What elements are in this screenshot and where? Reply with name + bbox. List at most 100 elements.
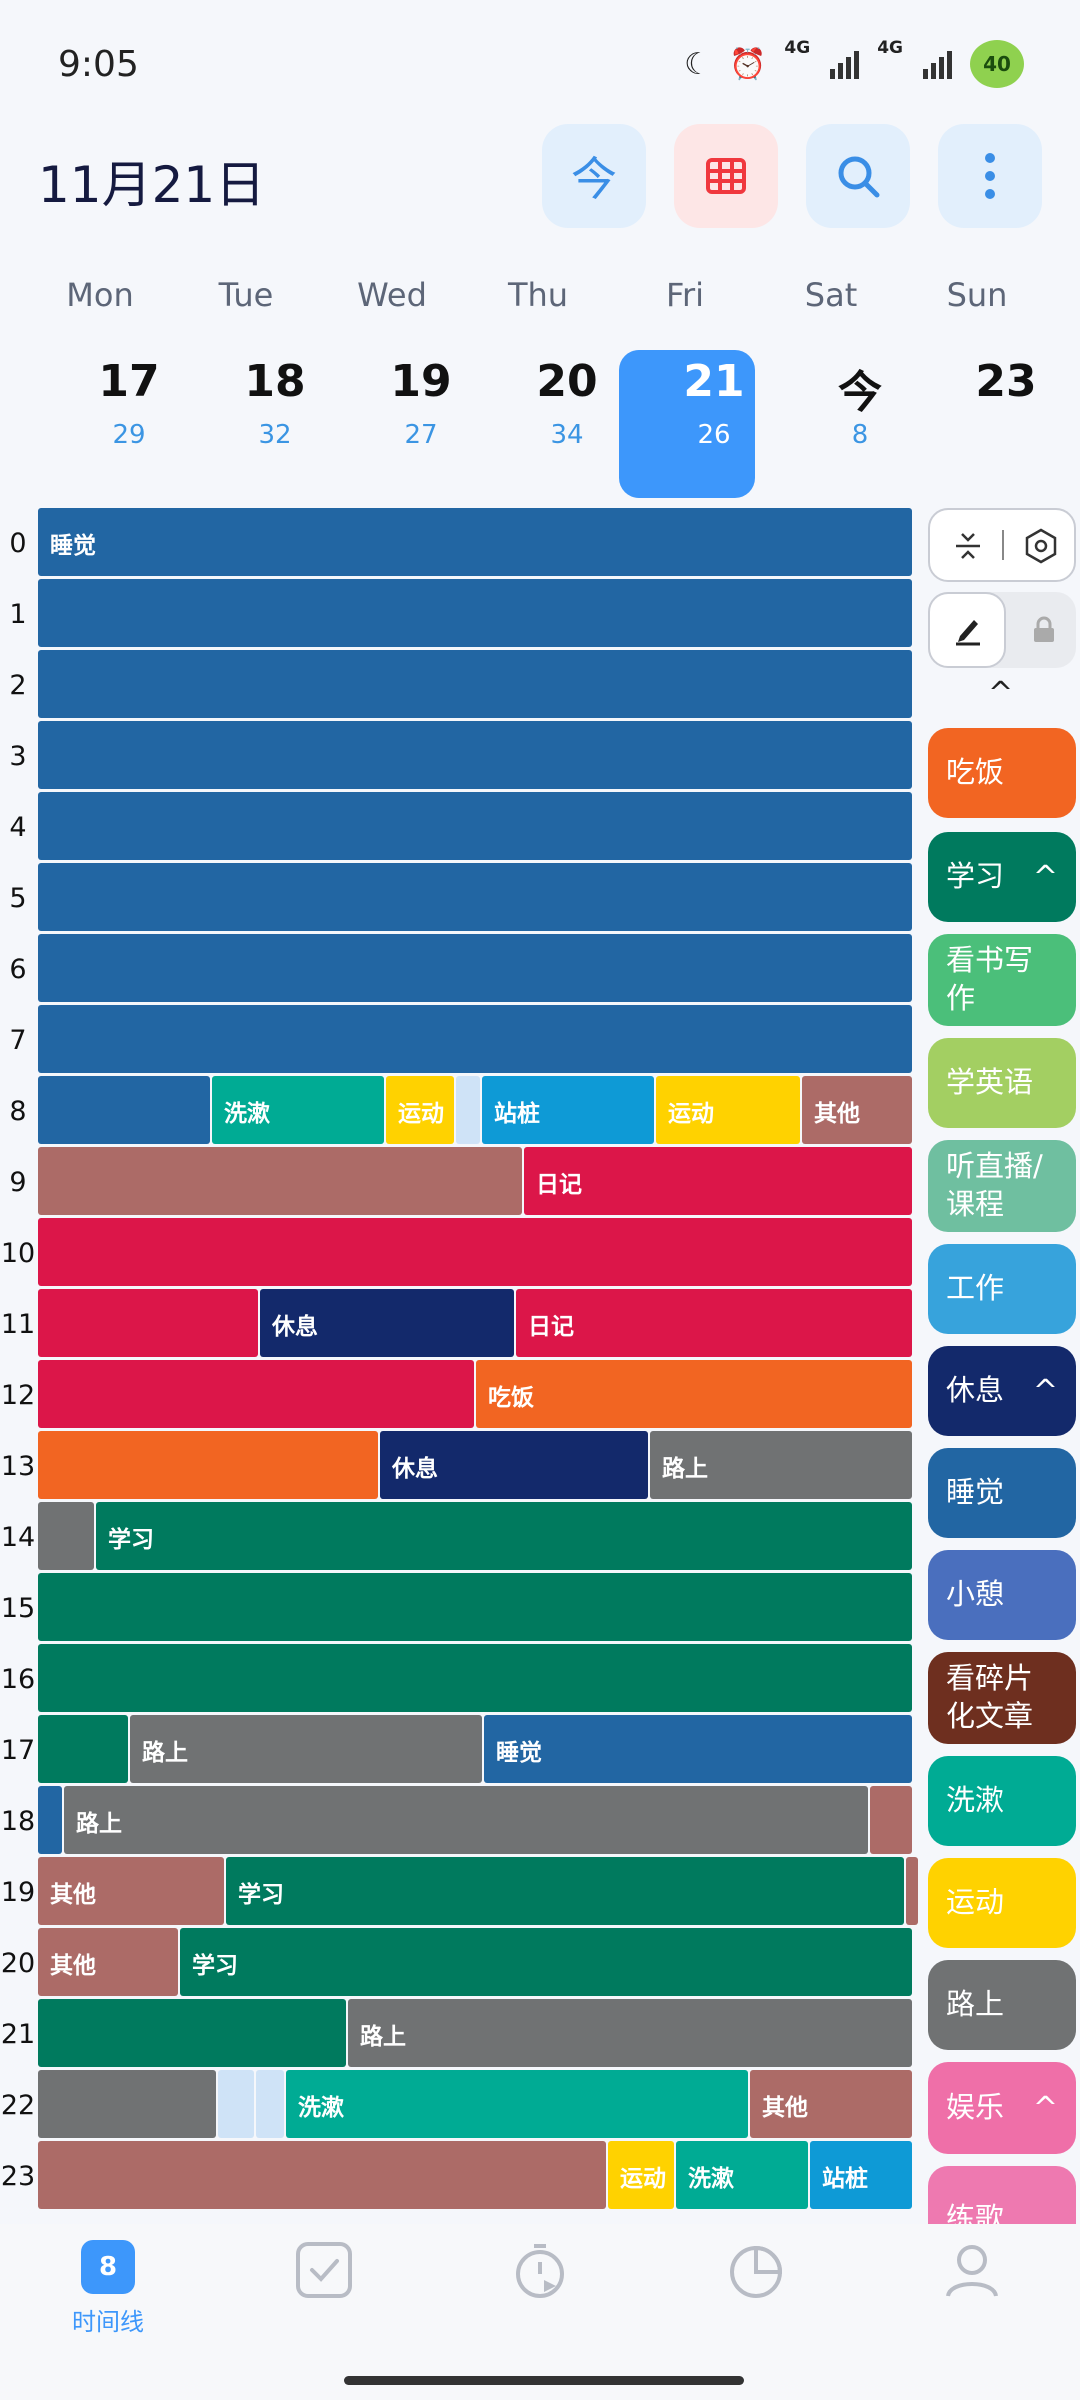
block-study[interactable] — [38, 1644, 912, 1712]
category-sport[interactable]: 运动 — [928, 1858, 1076, 1948]
block-wash[interactable]: 洗漱 — [286, 2070, 748, 2138]
block-other[interactable] — [870, 1786, 912, 1854]
day-19[interactable]: 19 — [390, 356, 452, 407]
nav-timeline[interactable]: 8 时间线 — [48, 2240, 168, 2337]
block-sport[interactable]: 运动 — [656, 1076, 800, 1144]
edit-mode-button[interactable] — [928, 592, 1006, 668]
block-sport[interactable]: 运动 — [386, 1076, 454, 1144]
day-today[interactable]: 今 — [838, 367, 882, 418]
block-road[interactable]: 路上 — [130, 1715, 482, 1783]
category-singing[interactable]: 练歌 — [928, 2166, 1076, 2224]
selected-day-highlight[interactable] — [619, 350, 755, 498]
more-menu-button[interactable] — [938, 124, 1042, 228]
block-study[interactable]: 学习 — [180, 1928, 912, 1996]
block-sleep[interactable] — [38, 934, 912, 1002]
block-sleep[interactable]: 睡觉 — [484, 1715, 912, 1783]
day-18[interactable]: 18 — [244, 356, 306, 407]
category-fragment-reading[interactable]: 看碎片化文章 — [928, 1652, 1076, 1744]
nav-statistics[interactable] — [696, 2240, 816, 2300]
category-english[interactable]: 学英语 — [928, 1038, 1076, 1128]
category-rest[interactable]: 休息 ^ — [928, 1346, 1076, 1436]
block-diary[interactable] — [38, 1289, 258, 1357]
category-road[interactable]: 路上 — [928, 1960, 1076, 2050]
day-20[interactable]: 20 — [536, 356, 598, 407]
block-sport[interactable]: 运动 — [608, 2141, 674, 2209]
block-eat[interactable] — [38, 1431, 378, 1499]
block-study[interactable]: 学习 — [96, 1502, 912, 1570]
block-diary[interactable]: 日记 — [516, 1289, 912, 1357]
block-study[interactable]: 学习 — [226, 1857, 904, 1925]
block-other[interactable]: 其他 — [38, 1857, 224, 1925]
block-diary[interactable] — [38, 1218, 912, 1286]
grid-view-button[interactable] — [674, 124, 778, 228]
home-indicator[interactable] — [344, 2376, 744, 2385]
block-road[interactable]: 路上 — [64, 1786, 868, 1854]
block-gap[interactable] — [256, 2070, 284, 2138]
block-wash[interactable]: 洗漱 — [676, 2141, 808, 2209]
day-17[interactable]: 17 — [98, 356, 160, 407]
category-entertainment[interactable]: 娱乐 ^ — [928, 2062, 1076, 2154]
block-road[interactable]: 路上 — [650, 1431, 912, 1499]
block-stand[interactable]: 站桩 — [810, 2141, 912, 2209]
block-gap[interactable] — [218, 2070, 254, 2138]
block-road[interactable]: 路上 — [348, 1999, 912, 2067]
weekday-mon: Mon — [66, 276, 134, 314]
category-live-course[interactable]: 听直播/课程 — [928, 1140, 1076, 1232]
block-diary[interactable]: 日记 — [524, 1147, 912, 1215]
block-rest[interactable]: 休息 — [380, 1431, 648, 1499]
calendar-icon: 8 — [81, 2240, 135, 2294]
block-sleep[interactable] — [38, 792, 912, 860]
search-button[interactable] — [806, 124, 910, 228]
page-title-date[interactable]: 11月21日 — [38, 156, 266, 214]
nav-profile[interactable] — [912, 2240, 1032, 2300]
chevron-up-icon[interactable]: ^ — [1032, 1373, 1058, 1409]
today-button[interactable]: 今 — [542, 124, 646, 228]
block-diary[interactable] — [38, 1360, 474, 1428]
chevron-up-icon[interactable]: ^ — [1032, 859, 1058, 895]
day-23[interactable]: 23 — [975, 356, 1037, 407]
block-sleep[interactable] — [38, 1786, 62, 1854]
category-work[interactable]: 工作 — [928, 1244, 1076, 1334]
block-other[interactable] — [38, 2141, 606, 2209]
collapse-up-icon[interactable]: ^ — [988, 676, 1014, 711]
block-sleep[interactable] — [38, 1076, 210, 1144]
block-sleep[interactable] — [38, 579, 912, 647]
category-nap[interactable]: 小憩 — [928, 1550, 1076, 1640]
nav-timer[interactable] — [480, 2240, 600, 2300]
hour-label: 11 — [0, 1309, 36, 1340]
block-study[interactable] — [38, 1715, 128, 1783]
block-study[interactable] — [38, 1999, 346, 2067]
block-other[interactable] — [906, 1857, 918, 1925]
block-other[interactable]: 其他 — [750, 2070, 912, 2138]
block-sleep[interactable] — [38, 650, 912, 718]
block-other[interactable] — [38, 1147, 522, 1215]
block-sleep[interactable] — [38, 721, 912, 789]
nav-tasks[interactable] — [264, 2240, 384, 2300]
block-road[interactable] — [38, 1502, 94, 1570]
block-study[interactable] — [38, 1573, 912, 1641]
settings-hex-icon[interactable] — [1024, 528, 1058, 564]
edit-lock-toggle[interactable] — [928, 592, 1076, 668]
chevron-up-icon[interactable]: ^ — [1032, 2090, 1058, 2126]
block-wash[interactable]: 洗漱 — [212, 1076, 384, 1144]
block-eat[interactable]: 吃饭 — [476, 1360, 912, 1428]
block-sleep[interactable] — [38, 863, 912, 931]
category-label: 看书写作 — [946, 943, 1034, 1015]
compress-icon[interactable] — [952, 530, 984, 562]
category-reading-writing[interactable]: 看书写作 — [928, 934, 1076, 1026]
block-rest[interactable]: 休息 — [260, 1289, 514, 1357]
block-sleep[interactable]: 睡觉 — [38, 508, 912, 576]
day-21-selected[interactable]: 21 — [683, 356, 745, 407]
block-other[interactable]: 其他 — [802, 1076, 912, 1144]
category-eat[interactable]: 吃饭 — [928, 728, 1076, 818]
block-sleep[interactable] — [38, 1005, 912, 1073]
block-stand[interactable]: 站桩 — [482, 1076, 654, 1144]
weekday-tue: Tue — [218, 276, 274, 314]
block-other[interactable]: 其他 — [38, 1928, 178, 1996]
category-study[interactable]: 学习 ^ — [928, 832, 1076, 922]
category-label: 路上 — [946, 1987, 1005, 2022]
block-road[interactable] — [38, 2070, 216, 2138]
category-sleep[interactable]: 睡觉 — [928, 1448, 1076, 1538]
block-gap[interactable] — [456, 1076, 480, 1144]
category-wash[interactable]: 洗漱 — [928, 1756, 1076, 1846]
